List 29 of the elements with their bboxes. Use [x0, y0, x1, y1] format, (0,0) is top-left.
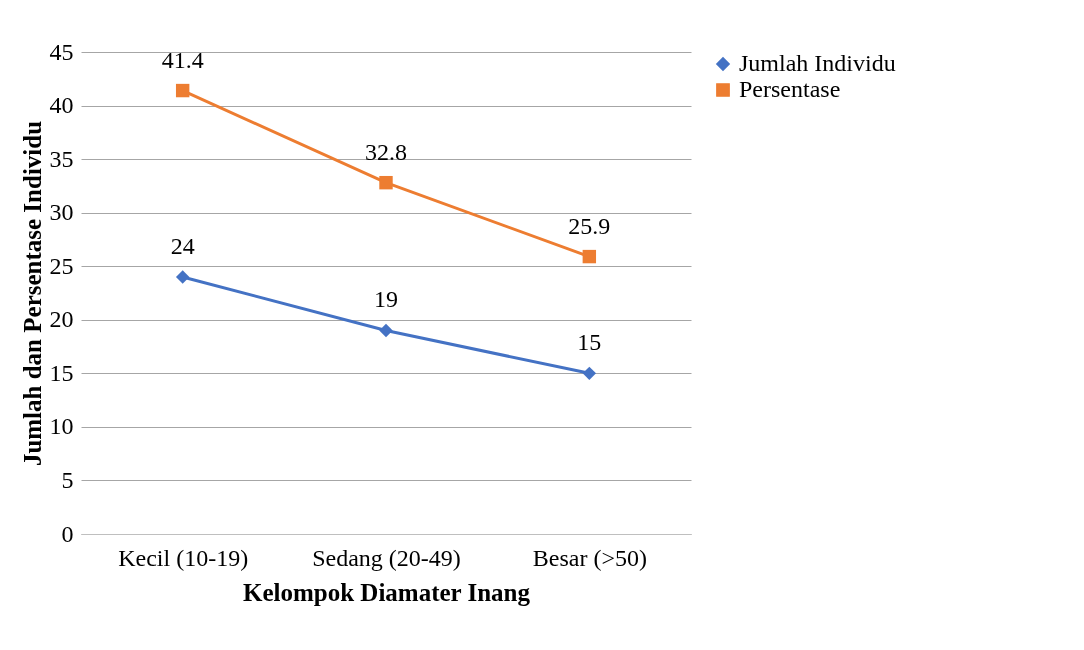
y-tick-label: 15: [49, 359, 74, 386]
y-tick-label: 20: [49, 306, 74, 333]
y-tick-label: 30: [49, 199, 74, 226]
y-tick-label: 0: [61, 520, 74, 547]
data-label: 15: [577, 329, 602, 356]
legend-label: Persentase: [739, 76, 841, 102]
point: [379, 323, 393, 338]
point: [582, 366, 597, 381]
point: [175, 83, 190, 98]
y-tick-label: 10: [49, 413, 74, 440]
data-label: 19: [374, 286, 398, 313]
data-label: 25.9: [568, 212, 611, 239]
point: [175, 270, 190, 284]
x-tick-label: Kecil (10-19): [118, 544, 249, 571]
point: [379, 175, 393, 190]
data-label: 24: [170, 232, 195, 259]
x-tick-label: Besar (>50): [532, 544, 647, 571]
y-tick-label: 35: [49, 145, 74, 172]
x-axis-title: Kelompok Diamater Inang: [242, 578, 531, 606]
data-label: 32.8: [365, 138, 407, 165]
legend-label: Jumlah Individu: [739, 50, 896, 76]
y-axis-title: Jumlah dan Persentase Individu: [18, 120, 46, 467]
y-tick-label: 45: [49, 38, 74, 65]
y-tick-label: 25: [49, 252, 74, 279]
y-tick-label: 5: [61, 466, 74, 493]
data-label: 41.4: [161, 46, 204, 73]
x-tick-label: Sedang (20-49): [312, 544, 461, 571]
point: [582, 249, 597, 264]
y-tick-label: 40: [49, 92, 74, 119]
